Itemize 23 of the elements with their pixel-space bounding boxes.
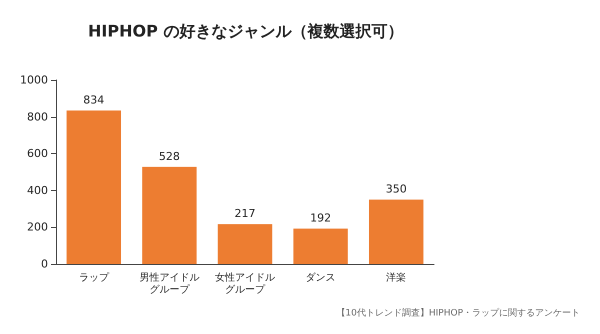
x-tick-label: 男性アイドルグループ <box>139 272 200 296</box>
data-label: 217 <box>234 207 256 220</box>
x-tick-label: ラップ <box>78 272 110 284</box>
y-tick-label: 0 <box>41 258 48 270</box>
x-tick-label: ダンス <box>306 272 336 284</box>
data-label: 834 <box>83 94 104 107</box>
y-tick-label: 600 <box>27 147 48 160</box>
bar <box>293 228 348 264</box>
data-label: 528 <box>158 150 180 163</box>
x-tick-label: 洋楽 <box>386 272 406 284</box>
bar <box>66 110 122 264</box>
chart-title: HIPHOP の好きなジャンル（複数選択可） <box>88 22 404 40</box>
bar <box>142 166 197 264</box>
y-tick-label: 400 <box>27 184 48 197</box>
data-label: 192 <box>310 212 332 225</box>
x-tick-label: 女性アイドルグループ <box>215 272 275 296</box>
bar <box>218 224 272 264</box>
bar <box>368 200 424 264</box>
text: 【10代トレンド調査】HIPHOP・ラップに関するアンケート <box>336 308 580 318</box>
data-label: 350 <box>386 182 407 196</box>
y-tick-label: 800 <box>27 110 48 124</box>
y-tick-label: 200 <box>27 220 48 234</box>
y-tick-label: 1000 <box>20 74 48 86</box>
